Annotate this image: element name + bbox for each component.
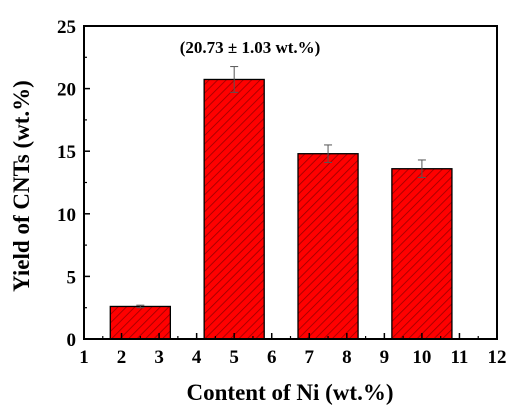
y-tick-label: 0	[67, 330, 77, 351]
y-tick-label: 10	[57, 205, 76, 226]
y-tick-label: 15	[57, 142, 76, 163]
x-tick-label: 10	[412, 347, 431, 368]
x-tick-label: 5	[229, 347, 239, 368]
x-axis-title: Content of Ni (wt.%)	[187, 380, 394, 405]
x-tick-label: 9	[380, 347, 390, 368]
x-tick-label: 3	[154, 347, 164, 368]
bar	[391, 168, 453, 340]
bar	[297, 153, 359, 340]
x-tick-label: 11	[450, 347, 468, 368]
bar	[203, 78, 265, 340]
y-axis-title: Yield of CNTs (wt.%)	[9, 80, 34, 292]
y-tick-label: 20	[57, 80, 76, 101]
x-tick-label: 1	[79, 347, 89, 368]
x-tick-label: 4	[192, 347, 202, 368]
y-tick-label: 25	[57, 17, 76, 38]
bar	[109, 305, 172, 340]
x-tick-label: 8	[342, 347, 352, 368]
x-tick-label: 7	[305, 347, 315, 368]
bar-value-annotation: (20.73 ± 1.03 wt.%)	[180, 38, 321, 57]
x-tick-label: 6	[267, 347, 277, 368]
x-tick-label: 12	[488, 347, 507, 368]
x-tick-label: 2	[117, 347, 127, 368]
y-tick-label: 5	[67, 267, 77, 288]
